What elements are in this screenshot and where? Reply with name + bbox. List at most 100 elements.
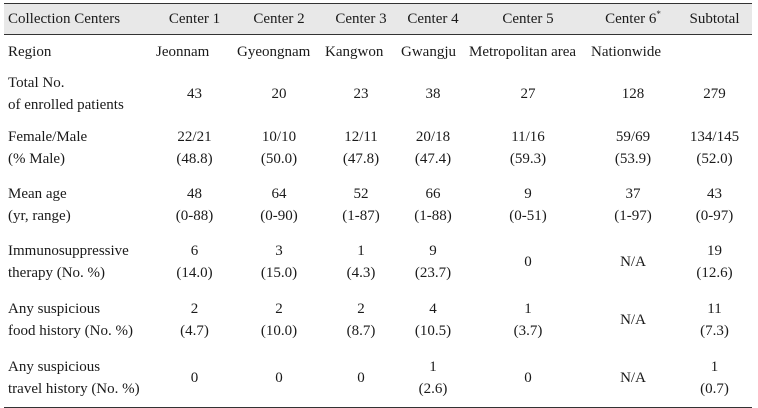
label-line: travel history (No. %) — [8, 381, 140, 397]
value-line: 6 — [190, 243, 199, 259]
travel-cell: 1 (2.6) — [399, 349, 467, 408]
age-cell: 43 (0-97) — [677, 176, 752, 233]
region-cell: Gyeongnam — [237, 43, 311, 60]
label-line: Immunosuppressive — [8, 243, 129, 259]
value-line: (10.5) — [414, 323, 452, 339]
total-cell: 20 — [271, 86, 287, 102]
table-row-sex: Female/Male (% Male) 22/21 (48.8) 10/10 (5… — [4, 120, 752, 176]
row-label-immunosuppressive: Immunosuppressive therapy (No. %) — [4, 233, 154, 291]
travel-cell: 0 — [524, 370, 532, 386]
value-line: 2 — [190, 301, 199, 317]
label-line: Female/Male — [8, 129, 88, 145]
value-line: 43 — [707, 185, 722, 202]
value-line: 10/10 — [261, 129, 297, 145]
sex-cell: 59/69 (53.9) — [589, 120, 677, 176]
value-line: (52.0) — [696, 151, 733, 167]
value-line: (1-87) — [342, 207, 380, 224]
food-cell: 2 (8.7) — [323, 291, 399, 349]
header-subtotal: Subtotal — [689, 11, 740, 27]
label-line: Any suspicious — [8, 301, 101, 317]
total-cell: 38 — [425, 86, 441, 102]
value-line: 134/145 — [689, 129, 740, 145]
value-line: (0-51) — [509, 207, 547, 224]
value-line: (0-90) — [260, 207, 298, 224]
value-line: 19 — [707, 243, 722, 259]
label-line: Mean age — [8, 185, 67, 202]
table-row-age: Mean age (yr, range) 48 (0-88) 64 (0-90) 5… — [4, 176, 752, 233]
value-line: 2 — [357, 301, 365, 317]
label-line: of enrolled patients — [8, 97, 124, 113]
header-collection-centers: Collection Centers — [8, 11, 121, 27]
value-line: (1-97) — [614, 207, 652, 224]
label-line: (yr, range) — [8, 207, 71, 224]
value-line: (12.6) — [696, 265, 733, 281]
value-line: (0-88) — [175, 207, 214, 224]
table-row-immunosuppressive: Immunosuppressive therapy (No. %) 6 (14.0… — [4, 233, 752, 291]
age-cell: 66 (1-88) — [399, 176, 467, 233]
header-center-2: Center 2 — [253, 11, 305, 27]
value-line: (14.0) — [176, 265, 213, 281]
sex-cell: 134/145 (52.0) — [677, 120, 752, 176]
value-line: 20/18 — [415, 129, 451, 145]
value-line: 52 — [353, 185, 369, 202]
table-row-region: Region Jeonnam Gyeongnam Kangwon Gwangju… — [4, 35, 752, 69]
label-line: Any suspicious — [8, 359, 101, 375]
total-cell: 279 — [703, 86, 726, 102]
value-line: 59/69 — [615, 129, 651, 145]
value-line: 2 — [275, 301, 283, 317]
row-label-region: Region — [8, 43, 52, 60]
value-line: 4 — [429, 301, 437, 317]
value-line: 11 — [707, 301, 722, 317]
travel-cell: 1 (0.7) — [677, 349, 752, 408]
value-line: (50.0) — [260, 151, 298, 167]
value-line: (53.9) — [614, 151, 652, 167]
value-line: (59.3) — [509, 151, 547, 167]
travel-cell: 0 — [357, 370, 365, 386]
immuno-cell: 0 — [524, 254, 532, 270]
value-line: 3 — [275, 243, 283, 259]
value-line: 37 — [625, 185, 641, 202]
sex-cell: 22/21 (48.8) — [154, 120, 235, 176]
immuno-cell: 6 (14.0) — [154, 233, 235, 291]
value-line: 12/11 — [344, 129, 378, 145]
region-cell — [677, 35, 752, 69]
row-label-travel-history: Any suspicious travel history (No. %) — [4, 349, 154, 408]
header-center-1: Center 1 — [168, 11, 221, 27]
immuno-cell: 9 (23.7) — [399, 233, 467, 291]
travel-cell: 0 — [190, 370, 199, 386]
food-cell: N/A — [620, 312, 646, 328]
food-cell: 11 (7.3) — [677, 291, 752, 349]
age-cell: 48 (0-88) — [154, 176, 235, 233]
header-center-6-label: Center 6 — [605, 11, 657, 27]
value-line: 22/21 — [177, 129, 212, 145]
region-cell: Metropolitan area — [469, 43, 577, 60]
total-cell: 23 — [353, 86, 369, 102]
value-line: (0.7) — [700, 381, 729, 397]
patient-enrollment-table: Collection Centers Center 1 Center 2 Cen… — [4, 3, 752, 408]
total-cell: 43 — [187, 86, 202, 102]
region-cell: Kangwon — [325, 43, 384, 60]
age-cell: 64 (0-90) — [235, 176, 323, 233]
header-center-6: Center 6* — [589, 4, 677, 35]
value-line: 9 — [524, 185, 532, 202]
value-line: (47.4) — [414, 151, 452, 167]
row-label-food-history: Any suspicious food history (No. %) — [4, 291, 154, 349]
immuno-cell: N/A — [620, 254, 646, 270]
row-label-sex: Female/Male (% Male) — [4, 120, 154, 176]
value-line: (48.8) — [176, 151, 213, 167]
value-line: (47.8) — [342, 151, 380, 167]
value-line: 1 — [429, 359, 437, 375]
sex-cell: 12/11 (47.8) — [323, 120, 399, 176]
food-cell: 2 (4.7) — [154, 291, 235, 349]
age-cell: 52 (1-87) — [323, 176, 399, 233]
row-label-age: Mean age (yr, range) — [4, 176, 154, 233]
table-row-travel-history: Any suspicious travel history (No. %) 0 … — [4, 349, 752, 408]
region-cell: Jeonnam — [156, 43, 210, 60]
value-line: (7.3) — [700, 323, 729, 339]
immuno-cell: 19 (12.6) — [677, 233, 752, 291]
food-cell: 1 (3.7) — [467, 291, 589, 349]
label-line: food history (No. %) — [8, 323, 133, 339]
total-cell: 128 — [621, 86, 645, 102]
sex-cell: 20/18 (47.4) — [399, 120, 467, 176]
value-line: (3.7) — [513, 323, 543, 339]
